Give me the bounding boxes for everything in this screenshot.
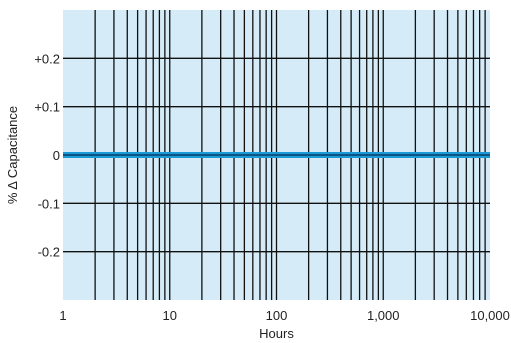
y-tick-label: +0.2 (34, 51, 60, 66)
x-tick-label: 1 (59, 308, 66, 323)
y-tick-label: 0 (53, 148, 60, 163)
x-tick-label: 1,000 (367, 308, 400, 323)
y-tick-label: -0.2 (38, 245, 60, 260)
x-tick-label: 10 (163, 308, 177, 323)
x-tick-label: 100 (266, 308, 288, 323)
x-tick-label: 10,000 (470, 308, 510, 323)
y-tick-label: -0.1 (38, 196, 60, 211)
tick-labels: 1 10 100 1,000 10,000 +0.2 +0.1 0 -0.1 -0.2 (34, 51, 510, 323)
y-axis-title: % Δ Capacitance (5, 106, 20, 204)
y-tick-label: +0.1 (34, 100, 60, 115)
x-axis-title: Hours (259, 326, 294, 341)
